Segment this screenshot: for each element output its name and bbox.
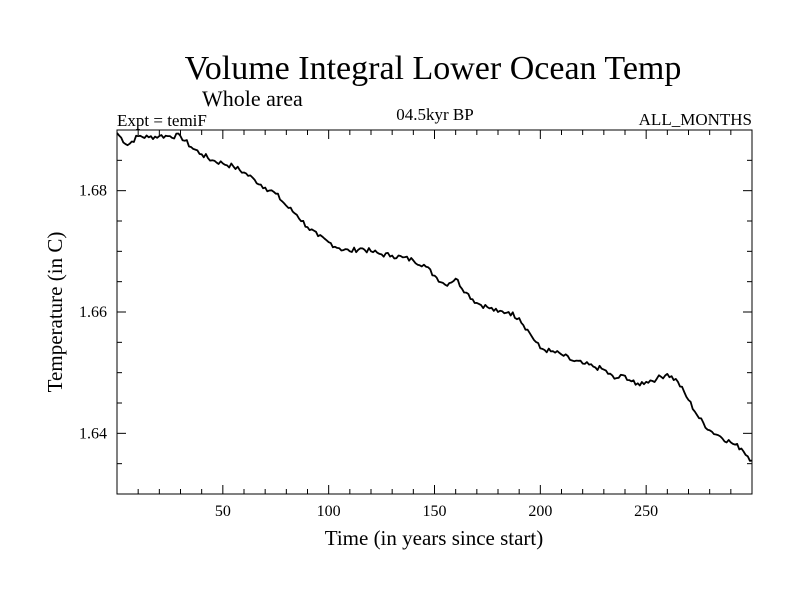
chart-title: Volume Integral Lower Ocean Temp — [185, 50, 682, 87]
x-axis-label: Time (in years since start) — [325, 526, 544, 550]
plot-frame — [116, 129, 753, 495]
y-axis-ticks: 1.64 1.66 1.68 — [79, 159, 752, 465]
x-axis-ticks: 50 100 150 200 250 — [137, 130, 732, 520]
x-tick-label: 200 — [528, 503, 552, 520]
y-axis-label: Temperature (in C) — [43, 232, 67, 393]
x-tick-label: 150 — [423, 503, 447, 520]
series-line-temif — [116, 132, 753, 462]
x-tick-label: 100 — [317, 503, 341, 520]
chart-subtitle: Whole area — [202, 86, 303, 111]
x-tick-label: 250 — [634, 503, 658, 520]
y-tick-label: 1.68 — [79, 183, 107, 200]
experiment-label: Expt = temiF — [117, 111, 207, 130]
y-tick-label: 1.64 — [79, 425, 107, 442]
y-tick-label: 1.66 — [79, 304, 107, 321]
x-tick-label: 50 — [215, 503, 231, 520]
period-label: 04.5kyr BP — [396, 105, 473, 124]
months-label: ALL_MONTHS — [639, 110, 752, 129]
